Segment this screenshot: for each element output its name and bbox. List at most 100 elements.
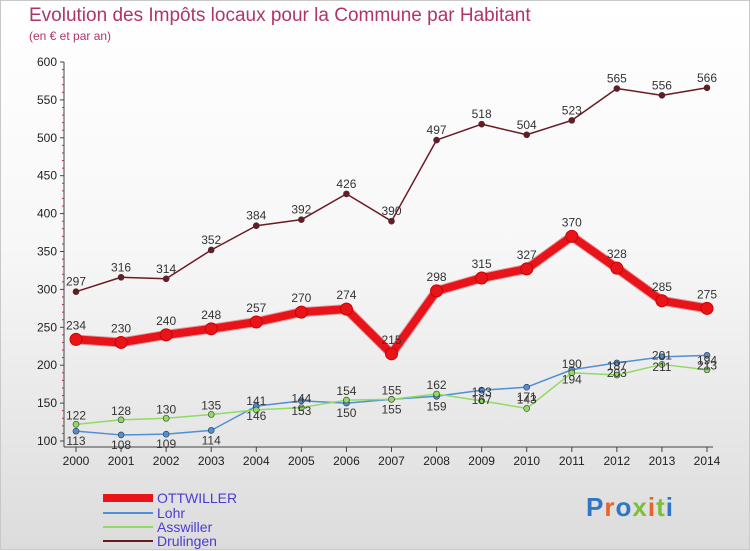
data-point-ottwiller — [69, 332, 83, 346]
data-point-drulingen — [252, 222, 260, 230]
legend-label: OTTWILLER — [157, 490, 238, 506]
data-point-lohr — [298, 397, 305, 405]
data-label-ottwiller: 270 — [291, 291, 311, 305]
x-tick-label: 2011 — [559, 454, 585, 468]
data-label-ottwiller: 285 — [652, 280, 672, 294]
data-point-drulingen — [568, 117, 576, 124]
data-point-ottwiller — [430, 284, 444, 298]
data-label-asswiller: 190 — [562, 357, 582, 371]
y-tick-label: 150 — [37, 396, 57, 410]
x-tick-label: 2012 — [604, 454, 631, 468]
data-point-drulingen — [613, 85, 621, 92]
data-point-ottwiller — [114, 335, 128, 349]
data-label-lohr: 114 — [202, 433, 221, 447]
data-point-drulingen — [388, 217, 395, 225]
y-tick-label: 600 — [37, 55, 57, 69]
x-tick-label: 2010 — [513, 454, 540, 468]
data-label-asswiller: 187 — [607, 359, 627, 373]
data-label-drulingen: 352 — [201, 233, 221, 247]
data-label-lohr: 159 — [427, 399, 447, 413]
data-point-asswiller — [658, 361, 666, 368]
data-label-asswiller: 153 — [472, 385, 492, 399]
x-tick-label: 2001 — [108, 454, 135, 468]
data-point-drulingen — [478, 120, 485, 128]
data-label-ottwiller: 315 — [472, 257, 492, 271]
data-label-lohr: 194 — [562, 373, 582, 387]
y-tick-label: 100 — [37, 434, 57, 448]
data-point-asswiller — [207, 411, 215, 418]
x-tick-label: 2014 — [694, 454, 721, 468]
data-label-asswiller: 144 — [291, 392, 311, 406]
data-label-ottwiller: 328 — [607, 247, 627, 261]
data-point-asswiller — [388, 396, 395, 403]
legend-swatch — [103, 526, 153, 528]
x-tick-label: 2007 — [378, 454, 405, 468]
y-tick-label: 200 — [37, 358, 57, 372]
data-point-ottwiller — [610, 261, 624, 275]
x-tick-label: 2004 — [243, 454, 270, 468]
x-tick-label: 2002 — [153, 454, 180, 468]
x-tick-label: 2003 — [198, 454, 225, 468]
legend-swatch — [103, 512, 153, 514]
data-label-asswiller: 154 — [336, 384, 356, 398]
y-tick-label: 550 — [37, 93, 57, 107]
data-point-ottwiller — [700, 301, 714, 315]
data-label-asswiller: 162 — [427, 378, 447, 392]
data-point-lohr — [72, 427, 80, 435]
data-label-drulingen: 518 — [472, 107, 492, 121]
data-label-asswiller: 201 — [652, 348, 672, 362]
data-label-drulingen: 390 — [381, 204, 401, 218]
data-label-drulingen: 497 — [427, 123, 447, 137]
data-point-lohr — [613, 359, 621, 367]
data-label-lohr: 153 — [291, 404, 311, 418]
data-point-asswiller — [523, 405, 531, 412]
data-label-ottwiller: 275 — [697, 287, 717, 301]
data-point-drulingen — [658, 92, 666, 99]
chart-subtitle: (en € et par an) — [29, 29, 112, 43]
data-label-asswiller: 128 — [111, 404, 131, 418]
data-point-ottwiller — [385, 347, 398, 361]
data-label-ottwiller: 215 — [381, 333, 401, 347]
data-point-asswiller — [613, 371, 621, 379]
data-label-asswiller: 143 — [517, 392, 537, 406]
x-tick-label: 2000 — [63, 454, 90, 468]
data-point-ottwiller — [159, 328, 173, 342]
data-point-lohr — [207, 427, 215, 434]
data-label-drulingen: 392 — [291, 203, 311, 217]
data-point-drulingen — [162, 275, 170, 283]
data-point-asswiller — [252, 406, 260, 414]
chart-title: Evolution des Impôts locaux pour la Comm… — [29, 5, 531, 26]
data-point-ottwiller — [249, 315, 263, 329]
data-point-asswiller — [162, 414, 170, 422]
data-label-asswiller: 122 — [66, 408, 86, 422]
data-label-drulingen: 566 — [697, 71, 717, 85]
data-label-drulingen: 556 — [652, 78, 672, 92]
x-tick-label: 2008 — [423, 454, 450, 468]
data-label-ottwiller: 327 — [517, 248, 537, 262]
data-point-asswiller — [72, 421, 80, 428]
data-label-lohr: 150 — [336, 406, 356, 420]
data-label-drulingen: 297 — [66, 275, 86, 289]
data-point-asswiller — [478, 397, 485, 405]
data-point-ottwiller — [204, 322, 218, 336]
legend-label: Lohr — [157, 505, 186, 521]
data-label-ottwiller: 257 — [246, 301, 266, 315]
data-label-ottwiller: 370 — [562, 215, 582, 229]
data-label-drulingen: 565 — [607, 72, 627, 86]
x-tick-label: 2013 — [649, 454, 676, 468]
data-label-drulingen: 426 — [336, 177, 356, 191]
data-point-asswiller — [298, 404, 305, 411]
data-label-ottwiller: 298 — [427, 270, 447, 284]
data-label-lohr: 167 — [472, 393, 492, 407]
data-point-drulingen — [433, 136, 440, 144]
data-label-lohr: 113 — [66, 434, 85, 448]
data-label-ottwiller: 234 — [66, 318, 86, 332]
data-label-lohr: 146 — [246, 409, 266, 423]
y-tick-label: 400 — [37, 207, 57, 221]
data-point-drulingen — [298, 216, 305, 223]
data-point-drulingen — [343, 190, 350, 198]
data-point-drulingen — [207, 246, 215, 254]
data-point-asswiller — [568, 369, 576, 377]
